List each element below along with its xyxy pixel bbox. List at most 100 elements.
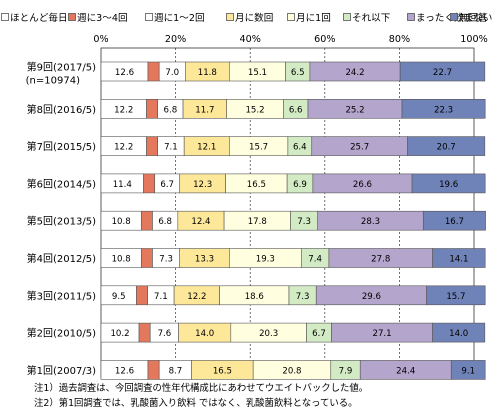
data-label: 12.4 xyxy=(191,217,210,227)
bars xyxy=(100,61,486,380)
category-label: 第6回(2014/5) xyxy=(27,177,96,190)
data-label: 25.2 xyxy=(345,105,364,115)
legend-label: 週に3～4回 xyxy=(77,12,128,24)
data-label: 14.1 xyxy=(449,255,468,265)
data-label: 15.1 xyxy=(248,68,267,78)
bar-segment xyxy=(147,61,160,82)
legend-swatch xyxy=(1,13,9,21)
category-label: 第4回(2012/5) xyxy=(27,252,96,265)
bar-segment xyxy=(138,322,151,343)
data-label: 18.6 xyxy=(245,292,264,302)
data-label: 15.7 xyxy=(249,143,268,153)
data-label: 12.1 xyxy=(197,143,216,153)
legend-swatch xyxy=(407,13,415,21)
data-label: 12.2 xyxy=(187,292,206,302)
data-label: 8.7 xyxy=(169,366,183,376)
data-label: 22.7 xyxy=(433,68,452,78)
legend-label: 無回答 xyxy=(459,12,488,24)
data-label: 15.2 xyxy=(245,105,264,115)
data-label: 16.5 xyxy=(247,180,266,190)
bar-segment xyxy=(401,99,486,119)
data-label: 12.3 xyxy=(193,180,212,190)
data-label: 16.7 xyxy=(445,217,464,227)
bar-segment xyxy=(140,248,153,268)
data-label: 10.8 xyxy=(112,255,131,265)
data-label: 7.4 xyxy=(308,255,322,265)
category-label: 第3回(2011/5) xyxy=(27,289,96,302)
legend-label: 月に1回 xyxy=(296,13,331,24)
data-label: 24.2 xyxy=(345,68,364,78)
data-label: 11.7 xyxy=(195,105,214,115)
data-label: 7.1 xyxy=(154,292,168,302)
data-label: 6.8 xyxy=(158,217,172,227)
x-tick-label: 20% xyxy=(165,34,186,45)
data-label: 15.7 xyxy=(446,292,465,302)
data-label: 16.5 xyxy=(213,366,232,376)
x-tick-label: 80% xyxy=(389,34,410,45)
bar-segment xyxy=(432,248,486,268)
notes: 注1）過去調査は、今回調査の性年代構成比にあわせてウエイトバックした値。 注2）… xyxy=(34,382,368,409)
legend-label: ほとんど毎日 xyxy=(10,12,68,24)
data-label: 28.3 xyxy=(361,217,380,227)
data-label: 12.2 xyxy=(114,105,133,115)
data-label: 7.1 xyxy=(164,143,178,153)
data-label: 6.8 xyxy=(164,105,178,115)
data-label: 12.6 xyxy=(115,366,134,376)
legend-swatch xyxy=(145,13,153,21)
data-label: 11.8 xyxy=(198,68,217,78)
category-label: 第1回(2007/3) xyxy=(27,364,96,377)
data-label: 14.0 xyxy=(449,329,468,339)
bar-segment xyxy=(432,322,486,343)
x-tick-label: 100% xyxy=(460,34,487,45)
note-2: 注2）第1回調査では、乳酸菌入り飲料 ではなく、乳酸菌飲料となっている。 xyxy=(34,397,358,409)
data-labels: 12.6 7.0 11.8 15.1 6.5 24.2 22.7 12.2 6.8 11.7 15.… xyxy=(110,68,475,376)
bar-segment xyxy=(411,173,486,194)
category-label: 第7回(2015/5) xyxy=(27,140,96,153)
data-label: 7.3 xyxy=(297,217,311,227)
category-label: 第5回(2013/5) xyxy=(27,215,96,228)
bar-segment xyxy=(147,360,160,380)
legend-swatch xyxy=(287,13,295,21)
bar-segment xyxy=(399,61,486,82)
bar-segment xyxy=(450,360,486,380)
bar-segment xyxy=(140,210,153,231)
data-label: 6.9 xyxy=(293,180,307,190)
data-label: 6.6 xyxy=(289,105,303,115)
data-label: 7.6 xyxy=(158,329,172,339)
legend-swatch xyxy=(343,13,351,21)
data-label: 25.7 xyxy=(350,143,369,153)
data-label: 10.8 xyxy=(112,217,131,227)
data-label: 9.1 xyxy=(461,366,475,376)
legend-label: それ以下 xyxy=(352,13,391,24)
data-label: 6.7 xyxy=(160,180,174,190)
x-axis-ticks: 0% 20% 40% 60% 80% 100% xyxy=(93,34,487,45)
bar-segment xyxy=(146,136,158,156)
data-label: 19.6 xyxy=(439,180,458,190)
data-label: 12.6 xyxy=(115,68,134,78)
category-labels: 第9回(2017/5) (n=10974) 第8回(2016/5) 第7回(2015/… xyxy=(26,61,96,377)
data-label: 13.3 xyxy=(195,255,214,265)
data-label: 11.4 xyxy=(113,180,132,190)
data-label: 19.3 xyxy=(256,255,275,265)
data-label: 20.7 xyxy=(437,143,456,153)
data-label: 26.6 xyxy=(353,180,372,190)
bar-segment xyxy=(136,285,148,306)
data-label: 20.3 xyxy=(259,329,278,339)
data-label: 29.6 xyxy=(362,292,381,302)
category-label: 第8回(2016/5) xyxy=(27,103,96,116)
data-label: 12.2 xyxy=(114,143,133,153)
data-label: 6.7 xyxy=(312,329,326,339)
legend-swatch xyxy=(226,13,234,21)
data-label: 17.8 xyxy=(248,217,267,227)
data-label: 20.8 xyxy=(282,366,301,376)
bar-segment xyxy=(422,210,486,231)
bar-segment xyxy=(143,173,156,194)
x-tick-label: 0% xyxy=(93,34,108,45)
legend: ほとんど毎日週に3～4回週に1～2回月に数回月に1回それ以下まったく飲まない無回… xyxy=(1,12,492,24)
data-label: 14.0 xyxy=(195,329,214,339)
bar-segment xyxy=(407,136,486,156)
bar-segment xyxy=(146,99,158,119)
data-label: 27.8 xyxy=(371,255,390,265)
category-label: 第2回(2010/5) xyxy=(27,327,96,340)
note-1: 注1）過去調査は、今回調査の性年代構成比にあわせてウエイトバックした値。 xyxy=(34,382,368,394)
